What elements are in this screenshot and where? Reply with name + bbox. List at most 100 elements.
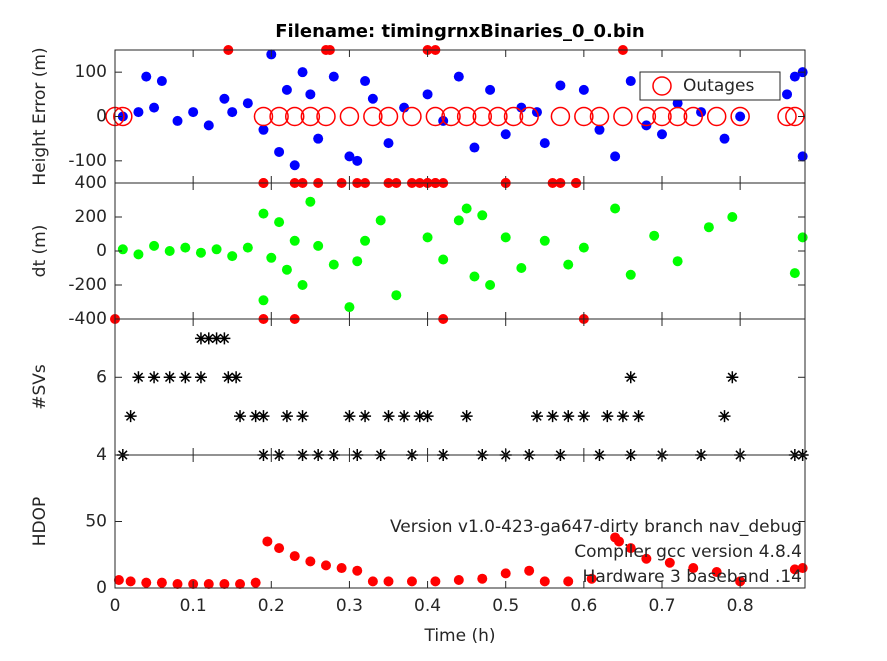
star-marker xyxy=(562,410,575,423)
point xyxy=(320,560,331,571)
point xyxy=(586,573,597,584)
point xyxy=(477,210,488,221)
outage-marker xyxy=(378,106,399,127)
star-marker xyxy=(616,410,629,423)
outage-marker xyxy=(636,106,657,127)
point xyxy=(789,71,800,82)
star-marker xyxy=(718,410,731,423)
point xyxy=(610,203,621,214)
point xyxy=(344,302,355,313)
star-marker xyxy=(546,410,559,423)
y-tick-label: -200 xyxy=(68,275,107,295)
x-axis-label: Time (h) xyxy=(423,626,495,646)
star-marker xyxy=(530,410,543,423)
star-marker xyxy=(296,410,309,423)
point xyxy=(578,242,589,253)
point xyxy=(250,577,261,588)
point xyxy=(141,71,152,82)
point xyxy=(563,576,574,587)
point xyxy=(422,232,433,243)
point xyxy=(500,568,511,579)
point xyxy=(133,107,144,118)
point xyxy=(469,271,480,282)
point xyxy=(258,208,269,219)
point xyxy=(328,259,339,270)
point xyxy=(274,146,285,157)
point xyxy=(149,240,160,251)
outage-marker xyxy=(253,106,274,127)
point xyxy=(344,151,355,162)
star-marker xyxy=(234,410,247,423)
point xyxy=(156,577,167,588)
x-tick-label: 0.6 xyxy=(570,596,597,616)
point xyxy=(797,151,808,162)
point xyxy=(281,84,292,95)
point xyxy=(258,124,269,135)
legend-label: Outages xyxy=(683,76,754,96)
point xyxy=(242,242,253,253)
point xyxy=(438,254,449,265)
outage-marker xyxy=(363,106,383,127)
outage-marker xyxy=(574,106,594,127)
outage-marker xyxy=(706,106,727,127)
star-marker xyxy=(249,410,262,423)
y-tick-label: 100 xyxy=(75,62,107,82)
point xyxy=(422,89,433,100)
point xyxy=(469,142,480,153)
point xyxy=(336,563,347,574)
point xyxy=(789,564,800,575)
y-tick-label: 400 xyxy=(75,173,107,193)
point xyxy=(235,579,246,590)
point xyxy=(289,551,300,562)
point xyxy=(242,98,253,109)
point xyxy=(262,536,273,547)
star-marker xyxy=(163,371,176,384)
point xyxy=(352,256,363,267)
point xyxy=(453,215,464,226)
point xyxy=(211,244,222,255)
point xyxy=(703,222,714,233)
point xyxy=(117,111,128,122)
point xyxy=(672,98,683,109)
point xyxy=(727,212,738,222)
point xyxy=(117,244,128,255)
star-marker xyxy=(148,371,161,384)
point xyxy=(625,543,636,554)
star-marker xyxy=(577,410,590,423)
star-marker xyxy=(460,410,473,423)
point xyxy=(391,290,402,301)
point xyxy=(485,280,496,290)
outage-marker xyxy=(284,106,305,127)
x-tick-label: 0.5 xyxy=(492,596,519,616)
annotation: Compiler gcc version 4.8.4 xyxy=(574,542,802,562)
point xyxy=(305,196,316,207)
star-marker xyxy=(398,410,411,423)
point xyxy=(313,133,324,144)
star-marker xyxy=(726,371,739,384)
point xyxy=(625,269,636,280)
point xyxy=(219,579,230,590)
point xyxy=(578,84,589,95)
y-tick-label: 50 xyxy=(85,512,107,532)
point xyxy=(360,235,371,246)
point xyxy=(539,138,550,149)
point xyxy=(180,242,191,253)
star-marker xyxy=(202,332,215,345)
point xyxy=(258,295,269,306)
star-marker xyxy=(343,410,356,423)
chart-title: Filename: timingrnxBinaries_0_0.bin xyxy=(275,21,645,42)
star-marker xyxy=(280,410,293,423)
annotation: Hardware 3 baseband .14 xyxy=(583,567,802,587)
point xyxy=(383,138,394,149)
point xyxy=(274,543,285,554)
y-tick-label: -100 xyxy=(68,151,107,171)
y-tick-label: 6 xyxy=(96,367,107,387)
y-tick-label: 200 xyxy=(75,207,107,227)
outage-marker xyxy=(652,106,672,127)
star-marker xyxy=(179,371,192,384)
star-marker xyxy=(601,410,614,423)
point xyxy=(133,249,144,260)
point xyxy=(313,240,324,251)
point xyxy=(500,129,511,140)
star-marker xyxy=(382,410,395,423)
